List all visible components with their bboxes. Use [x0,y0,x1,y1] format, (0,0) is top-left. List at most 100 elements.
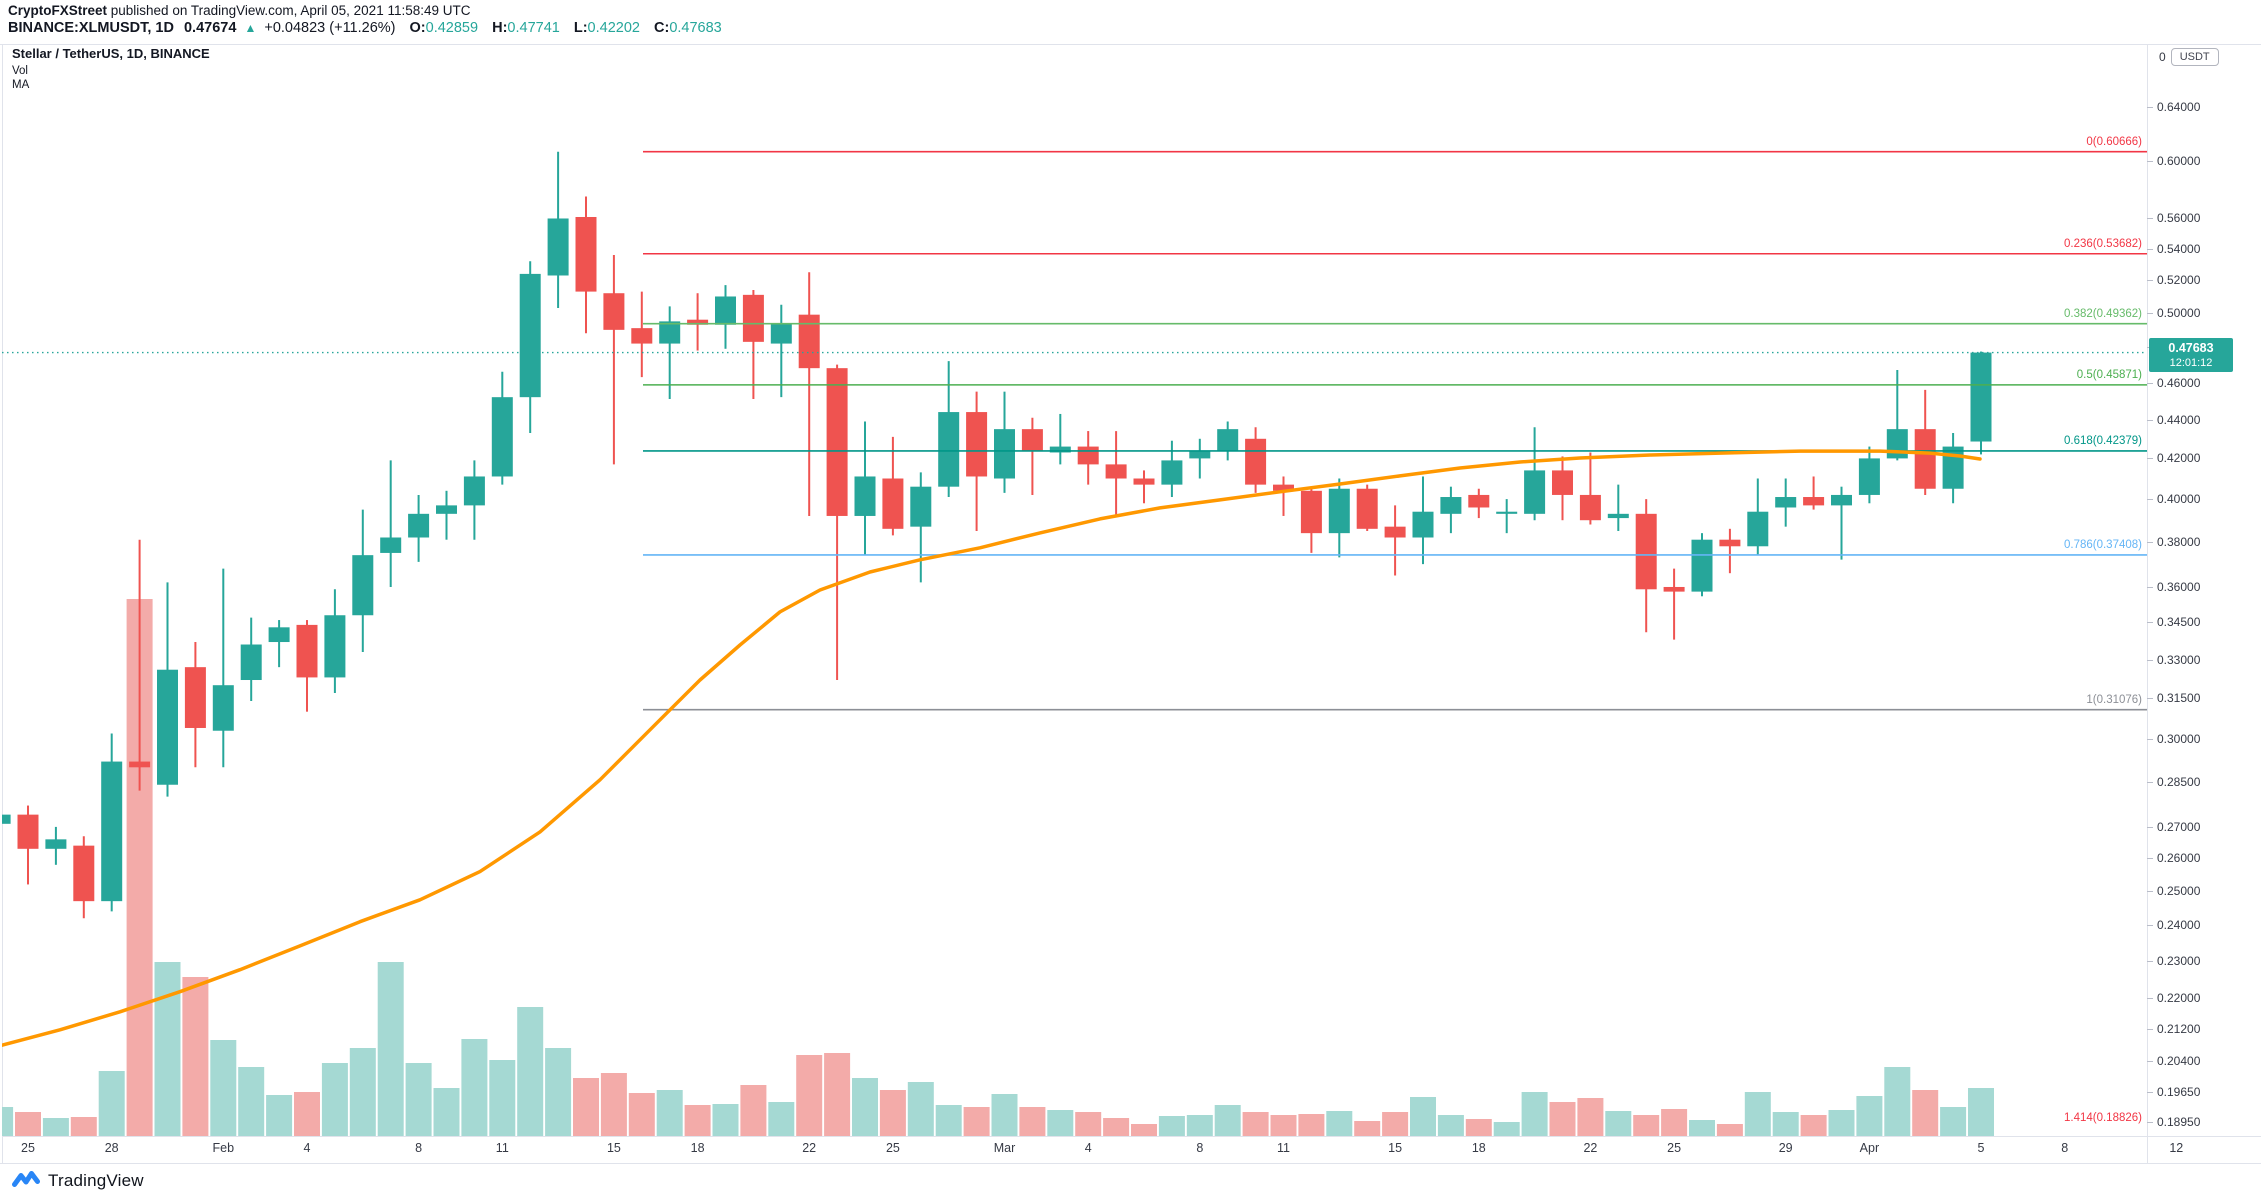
price-axis-label: 0.31500 [2157,691,2201,706]
price-axis-label: 0.36000 [2157,579,2201,594]
price-axis-label: 0.23000 [2157,953,2201,968]
price-axis-label: 0.26000 [2157,851,2201,866]
unit-zero-value: 0 [2159,50,2166,64]
time-axis-label: 25 [1667,1141,1682,1155]
price-axis-tick [2147,160,2153,162]
tradingview-brand-text: TradingView [48,1171,144,1190]
fib-level-label: 0.618(0.42379) [2063,434,2142,447]
price-axis-label: 0.20400 [2157,1053,2201,1068]
candle-countdown-timer: 12:01:12 [2169,356,2213,369]
price-axis-label: 0.46000 [2157,375,2201,390]
time-axis-label: 22 [802,1141,817,1155]
price-axis-tick [2147,586,2153,588]
price-axis-tick [2147,458,2153,460]
low-value: 0.42202 [587,20,640,36]
fib-level-label: 0(0.60666) [2086,135,2142,148]
price-axis-separator [2147,44,2148,1163]
price-axis-label: 0.18950 [2157,1115,2201,1130]
fib-level-label: 0.382(0.49362) [2063,307,2142,320]
price-axis-tick [2147,1091,2153,1093]
time-axis-label: 25 [885,1141,900,1155]
chart-bottom-border [0,1163,2261,1164]
price-axis-tick [2147,1122,2153,1124]
publish-info: published on TradingView.com, April 05, … [107,3,471,18]
price-axis-label: 0.42000 [2157,451,2201,466]
time-axis-label: 4 [1084,1141,1092,1155]
time-axis-label: 5 [1977,1141,1985,1155]
price-axis-label: 0.28500 [2157,774,2201,789]
price-axis-label: 0.64000 [2157,100,2201,115]
time-axis-label: 11 [1277,1141,1290,1155]
time-axis-label: 4 [303,1141,311,1155]
publisher-name: CryptoFXStreet [8,3,108,18]
price-axis-tick [2147,382,2153,384]
time-axis-label: 15 [1388,1141,1403,1155]
fib-level-label: 0.236(0.53682) [2063,237,2142,250]
price-axis-tick [2147,622,2153,624]
high-value: 0.47741 [507,20,560,36]
price-axis-label: 0.38000 [2157,534,2201,549]
price-axis-label: 0.22000 [2157,990,2201,1005]
price-axis-label: 0.25000 [2157,884,2201,899]
price-axis-label: 0.27000 [2157,819,2201,834]
legend-ma-label[interactable]: MA [12,79,30,91]
time-axis-label: 8 [2061,1141,2069,1155]
footer-brand[interactable]: TradingView [12,1170,144,1192]
chart-legend: Stellar / TetherUS, 1D, BINANCE Vol MA [12,46,210,92]
currency-toggle-button[interactable]: USDT [2170,48,2219,66]
fib-level-label: 0.786(0.37408) [2063,538,2142,551]
close-value: 0.47683 [669,20,722,36]
last-price: 0.47674 [183,20,237,36]
price-axis-tick [2147,997,2153,999]
time-axis-label: 18 [1471,1141,1486,1155]
price-axis-label: 0.34500 [2157,615,2201,630]
symbol-name: BINANCE:XLMUSDT, 1D [8,20,174,36]
price-axis-tick [2147,541,2153,543]
close-label: C: [654,20,670,36]
current-price-value: 0.47683 [2168,341,2214,355]
price-axis-label: 0.56000 [2157,211,2201,226]
time-axis-label: 29 [1778,1141,1793,1155]
price-axis-label: 0.54000 [2157,241,2201,256]
fib-level-label: 0.5(0.45871) [2076,368,2142,381]
symbol-ohlc-bar: BINANCE:XLMUSDT, 1D 0.47674 ▲ +0.04823 (… [8,20,722,36]
fib-level-label: 1(0.31076) [2086,693,2142,706]
price-axis-tick [2147,891,2153,893]
publish-attribution: CryptoFXStreet published on TradingView.… [8,3,471,18]
price-axis-tick [2147,826,2153,828]
time-axis-label: 22 [1583,1141,1598,1155]
time-axis-label: 25 [21,1141,35,1155]
price-axis-tick [2147,698,2153,700]
price-axis-tick [2147,960,2153,962]
time-axis-label: 8 [415,1141,423,1155]
price-axis-label: 0.33000 [2157,652,2201,667]
chart-left-border [2,44,3,1163]
legend-symbol-title[interactable]: Stellar / TetherUS, 1D, BINANCE [12,46,210,61]
price-axis-tick [2147,739,2153,741]
time-axis-label: Mar [993,1141,1016,1155]
tradingview-logo-icon [12,1171,40,1187]
price-axis-tick [2147,248,2153,250]
price-axis-tick [2147,925,2153,927]
price-up-arrow-icon: ▲ [244,21,257,35]
price-axis-label: 0.50000 [2157,306,2201,320]
time-axis-separator [2,1136,2261,1137]
price-axis-label: 0.24000 [2157,918,2201,933]
price-axis-tick [2147,1060,2153,1062]
price-axis-tick [2147,499,2153,501]
price-axis-tick [2147,781,2153,783]
current-price-badge: 0.47683 12:01:12 [2149,338,2233,372]
price-axis-label: 0.19650 [2157,1084,2201,1099]
open-value: 0.42859 [425,20,479,36]
time-axis-label: 8 [1196,1141,1204,1155]
time-axis-label: 18 [690,1141,705,1155]
time-axis-label: 28 [104,1141,119,1155]
legend-volume-label[interactable]: Vol [12,65,28,77]
time-axis-label: 12 [2169,1141,2184,1155]
price-change: +0.04823 (+11.26%) [264,20,396,36]
price-axis-tick [2147,858,2153,860]
price-axis-label: 0.60000 [2157,153,2201,168]
time-axis-label: Apr [1859,1141,1880,1155]
